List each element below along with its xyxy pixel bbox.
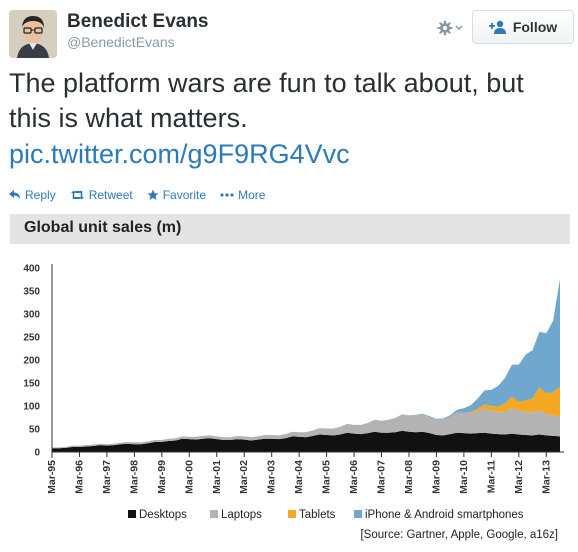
- x-tick-label: Mar-02: [238, 460, 250, 494]
- gear-icon: [437, 20, 453, 36]
- legend-swatch: [354, 510, 362, 518]
- favorite-button[interactable]: Favorite: [147, 188, 206, 202]
- legend-label: Laptops: [221, 509, 262, 521]
- avatar[interactable]: [9, 10, 57, 58]
- x-tick-label: Mar-95: [46, 460, 58, 494]
- legend-label: iPhone & Android smartphones: [365, 509, 524, 521]
- y-tick-label: 350: [23, 287, 40, 298]
- reply-icon: [9, 190, 20, 199]
- reply-label: Reply: [25, 188, 56, 202]
- y-tick-label: 250: [23, 333, 40, 344]
- x-tick-label: Mar-10: [458, 460, 470, 494]
- x-tick-label: Mar-98: [128, 460, 140, 494]
- y-tick-label: 50: [29, 425, 41, 436]
- star-icon: [147, 189, 159, 200]
- more-label: More: [238, 188, 266, 202]
- x-tick-label: Mar-01: [211, 460, 223, 494]
- x-tick-label: Mar-11: [485, 460, 497, 493]
- legend-label: Tablets: [299, 509, 336, 521]
- series-area-0: [52, 430, 560, 452]
- settings-dropdown[interactable]: [433, 15, 467, 41]
- chart-image[interactable]: Global unit sales (m) 0 50 100 150 200 250 300…: [10, 210, 570, 550]
- x-tick-label: Mar-07: [376, 460, 388, 494]
- legend-swatch: [210, 510, 218, 518]
- x-tick-label: Mar-97: [101, 460, 113, 494]
- x-tick-label: Mar-03: [266, 460, 278, 494]
- user-handle[interactable]: @BenedictEvans: [67, 34, 175, 50]
- tweet-media-link[interactable]: pic.twitter.com/g9F9RG4Vvc: [9, 139, 350, 169]
- retweet-label: Retweet: [88, 188, 133, 202]
- y-tick-label: 100: [23, 402, 40, 413]
- chart-title: Global unit sales (m): [24, 219, 182, 236]
- follow-button[interactable]: Follow: [472, 10, 574, 44]
- x-tick-label: Mar-96: [73, 460, 85, 494]
- legend-label: Desktops: [139, 509, 187, 521]
- y-tick-label: 0: [34, 448, 40, 459]
- add-user-icon: [488, 20, 506, 34]
- y-tick-label: 200: [23, 356, 40, 367]
- user-name[interactable]: Benedict Evans: [67, 11, 209, 32]
- x-tick-label: Mar-13: [540, 460, 552, 494]
- tweet-header: Benedict Evans @BenedictEvans Follow: [9, 8, 574, 58]
- favorite-label: Favorite: [162, 188, 207, 202]
- retweet-button[interactable]: Retweet: [70, 188, 133, 202]
- chart-source: [Source: Gartner, Apple, Google, a16z]: [360, 529, 558, 541]
- y-tick-label: 400: [23, 264, 40, 275]
- x-tick-label: Mar-99: [156, 460, 168, 494]
- chevron-down-icon: [455, 25, 463, 31]
- tweet-text: The platform wars are fun to talk about,…: [9, 68, 524, 133]
- legend-item: Laptops: [210, 509, 262, 521]
- follow-label: Follow: [512, 19, 558, 35]
- retweet-icon: [70, 190, 84, 200]
- y-tick-label: 150: [23, 379, 40, 390]
- x-tick-label: Mar-00: [183, 460, 195, 494]
- x-tick-label: Mar-12: [513, 460, 525, 494]
- x-tick-label: Mar-05: [321, 460, 333, 494]
- more-button[interactable]: More: [220, 188, 265, 202]
- x-tick-label: Mar-09: [430, 460, 442, 494]
- x-tick-label: Mar-04: [293, 460, 305, 494]
- legend-swatch: [128, 510, 136, 518]
- legend-item: iPhone & Android smartphones: [354, 509, 524, 521]
- stacked-area-chart: 0 50 100 150 200 250 300 350 400 Mar-95 Mar-96 Mar-…: [23, 264, 564, 541]
- x-tick-label: Mar-06: [348, 460, 360, 494]
- more-icon: [220, 193, 234, 197]
- tweet-actions: Reply Retweet Favorite More: [9, 186, 279, 204]
- legend-swatch: [288, 510, 296, 518]
- y-tick-label: 300: [23, 310, 40, 321]
- legend-item: Tablets: [288, 509, 336, 521]
- x-tick-label: Mar-08: [403, 460, 415, 494]
- chart-title-bar: Global unit sales (m): [10, 214, 570, 244]
- legend-item: Desktops: [128, 509, 187, 521]
- reply-button[interactable]: Reply: [9, 188, 56, 202]
- series-area-1: [52, 408, 560, 449]
